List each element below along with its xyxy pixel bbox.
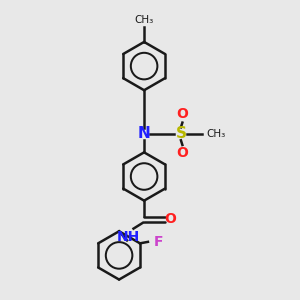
Text: O: O — [176, 107, 188, 122]
Text: O: O — [176, 146, 188, 160]
Text: N: N — [138, 126, 151, 141]
Text: O: O — [165, 212, 176, 226]
Text: NH: NH — [117, 230, 140, 244]
Text: F: F — [154, 235, 163, 249]
Text: CH₃: CH₃ — [206, 129, 225, 139]
Text: CH₃: CH₃ — [134, 15, 154, 25]
Text: S: S — [176, 126, 186, 141]
